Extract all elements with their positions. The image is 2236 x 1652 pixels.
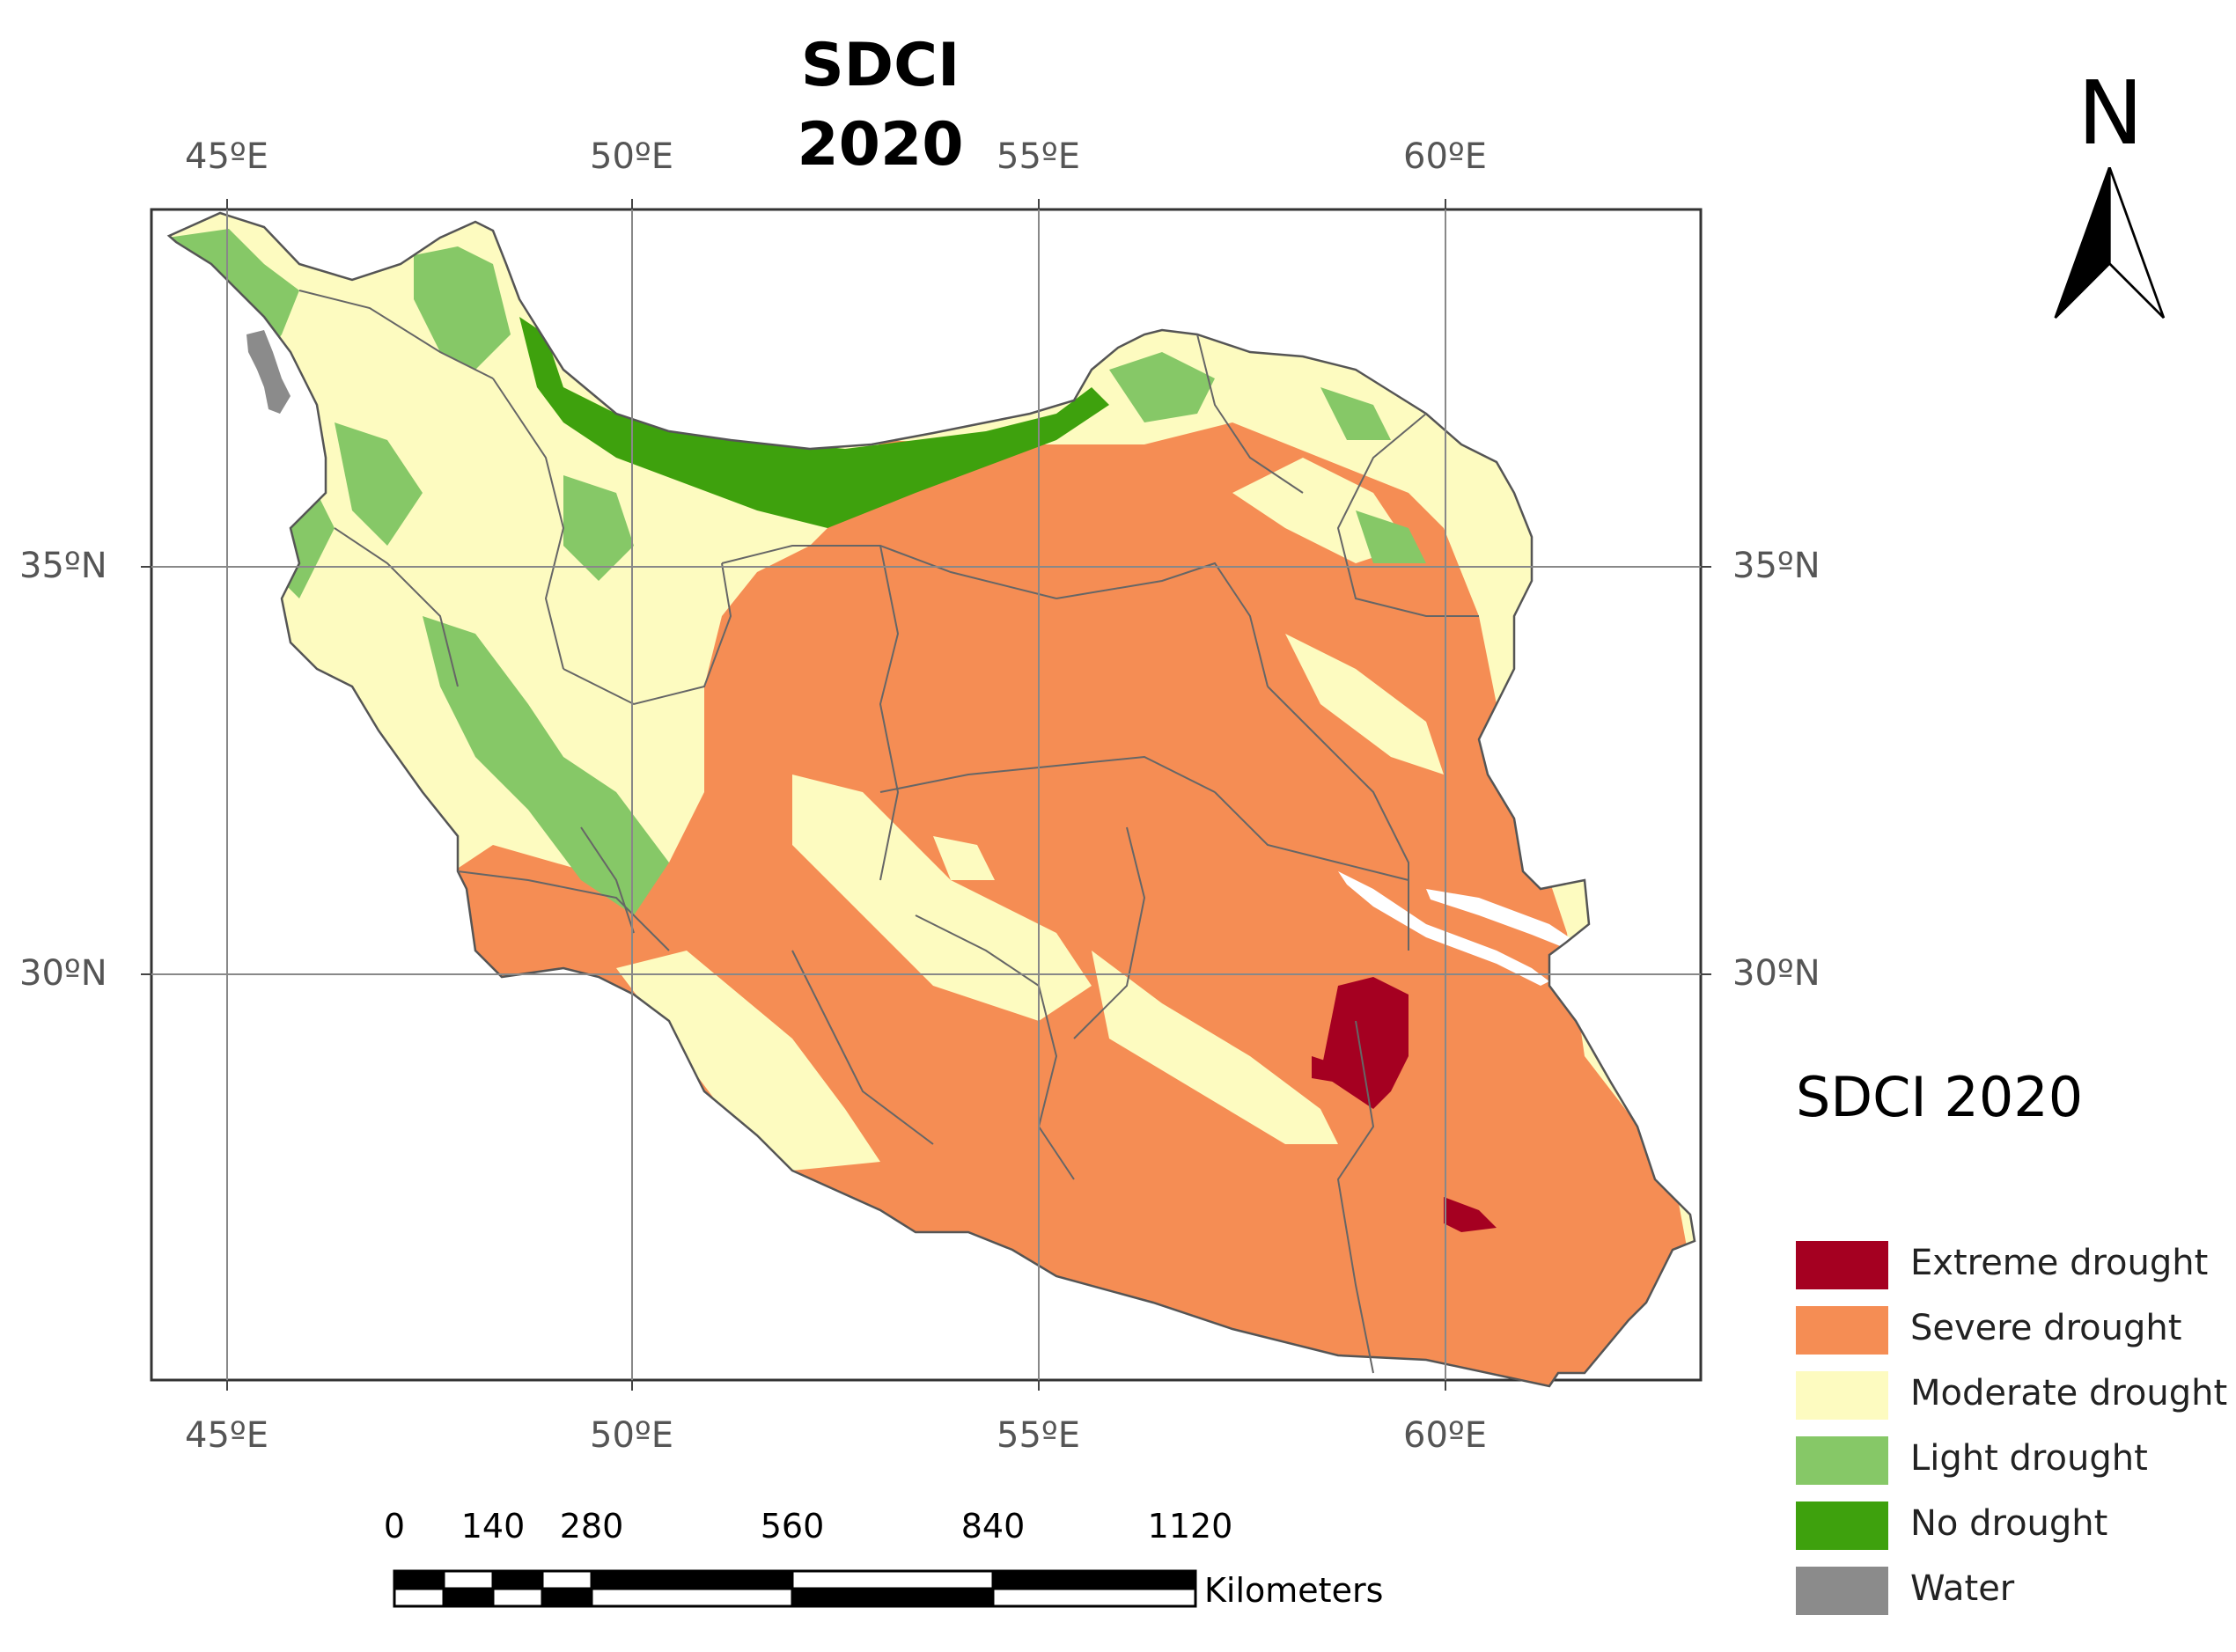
lat-label-30-left: 30ºN <box>19 953 107 994</box>
scale-units: Kilometers <box>1204 1571 1384 1610</box>
legend-label-extreme: Extreme drought <box>1910 1243 2209 1283</box>
scale-tick-560: 560 <box>760 1507 825 1546</box>
scale-tick-1120: 1120 <box>1147 1507 1233 1546</box>
legend-swatch-light <box>1796 1436 1888 1485</box>
scale-tick-0: 0 <box>383 1507 406 1546</box>
map-title-line1: SDCI <box>800 31 960 100</box>
lon-label-50-top: 50ºE <box>590 136 674 177</box>
no-drought-zone <box>519 317 1109 528</box>
map-title: SDCI 2020 <box>704 26 1056 185</box>
scale-tick-280: 280 <box>559 1507 624 1546</box>
lon-label-45-top: 45ºE <box>185 136 269 177</box>
frame-ticks <box>141 199 1711 1391</box>
legend-swatch-none <box>1796 1501 1888 1550</box>
legend-label-severe: Severe drought <box>1910 1308 2182 1348</box>
scale-bar <box>393 1569 1197 1608</box>
lat-label-35-left: 35ºN <box>19 546 107 586</box>
legend-swatch-water <box>1796 1567 1888 1615</box>
lon-label-45-bottom: 45ºE <box>185 1415 269 1456</box>
legend-label-moderate: Moderate drought <box>1910 1373 2228 1413</box>
legend-title: SDCI 2020 <box>1796 1065 2084 1129</box>
lon-label-55-bottom: 55ºE <box>997 1415 1081 1456</box>
north-label: N <box>2078 62 2144 165</box>
legend-swatch-moderate <box>1796 1371 1888 1420</box>
scale-tick-140: 140 <box>460 1507 526 1546</box>
water-body <box>246 330 291 414</box>
scale-tick-840: 840 <box>960 1507 1026 1546</box>
province-boundaries <box>298 290 1479 1374</box>
lat-label-35-right: 35ºN <box>1732 546 1820 586</box>
legend-swatch-extreme <box>1796 1241 1888 1289</box>
legend-label-light: Light drought <box>1910 1438 2148 1479</box>
legend-swatch-severe <box>1796 1306 1888 1355</box>
legend-label-water: Water <box>1910 1568 2015 1609</box>
lon-label-50-bottom: 50ºE <box>590 1415 674 1456</box>
extreme-drought-zone <box>1320 977 1409 1109</box>
lon-label-55-top: 55ºE <box>997 136 1081 177</box>
legend-label-none: No drought <box>1910 1503 2108 1544</box>
map-title-line2: 2020 <box>797 110 964 180</box>
graticule <box>151 209 1701 1380</box>
north-arrow-icon <box>2054 167 2166 319</box>
lon-label-60-bottom: 60ºE <box>1403 1415 1488 1456</box>
lat-label-30-right: 30ºN <box>1732 953 1820 994</box>
lon-label-60-top: 60ºE <box>1403 136 1488 177</box>
